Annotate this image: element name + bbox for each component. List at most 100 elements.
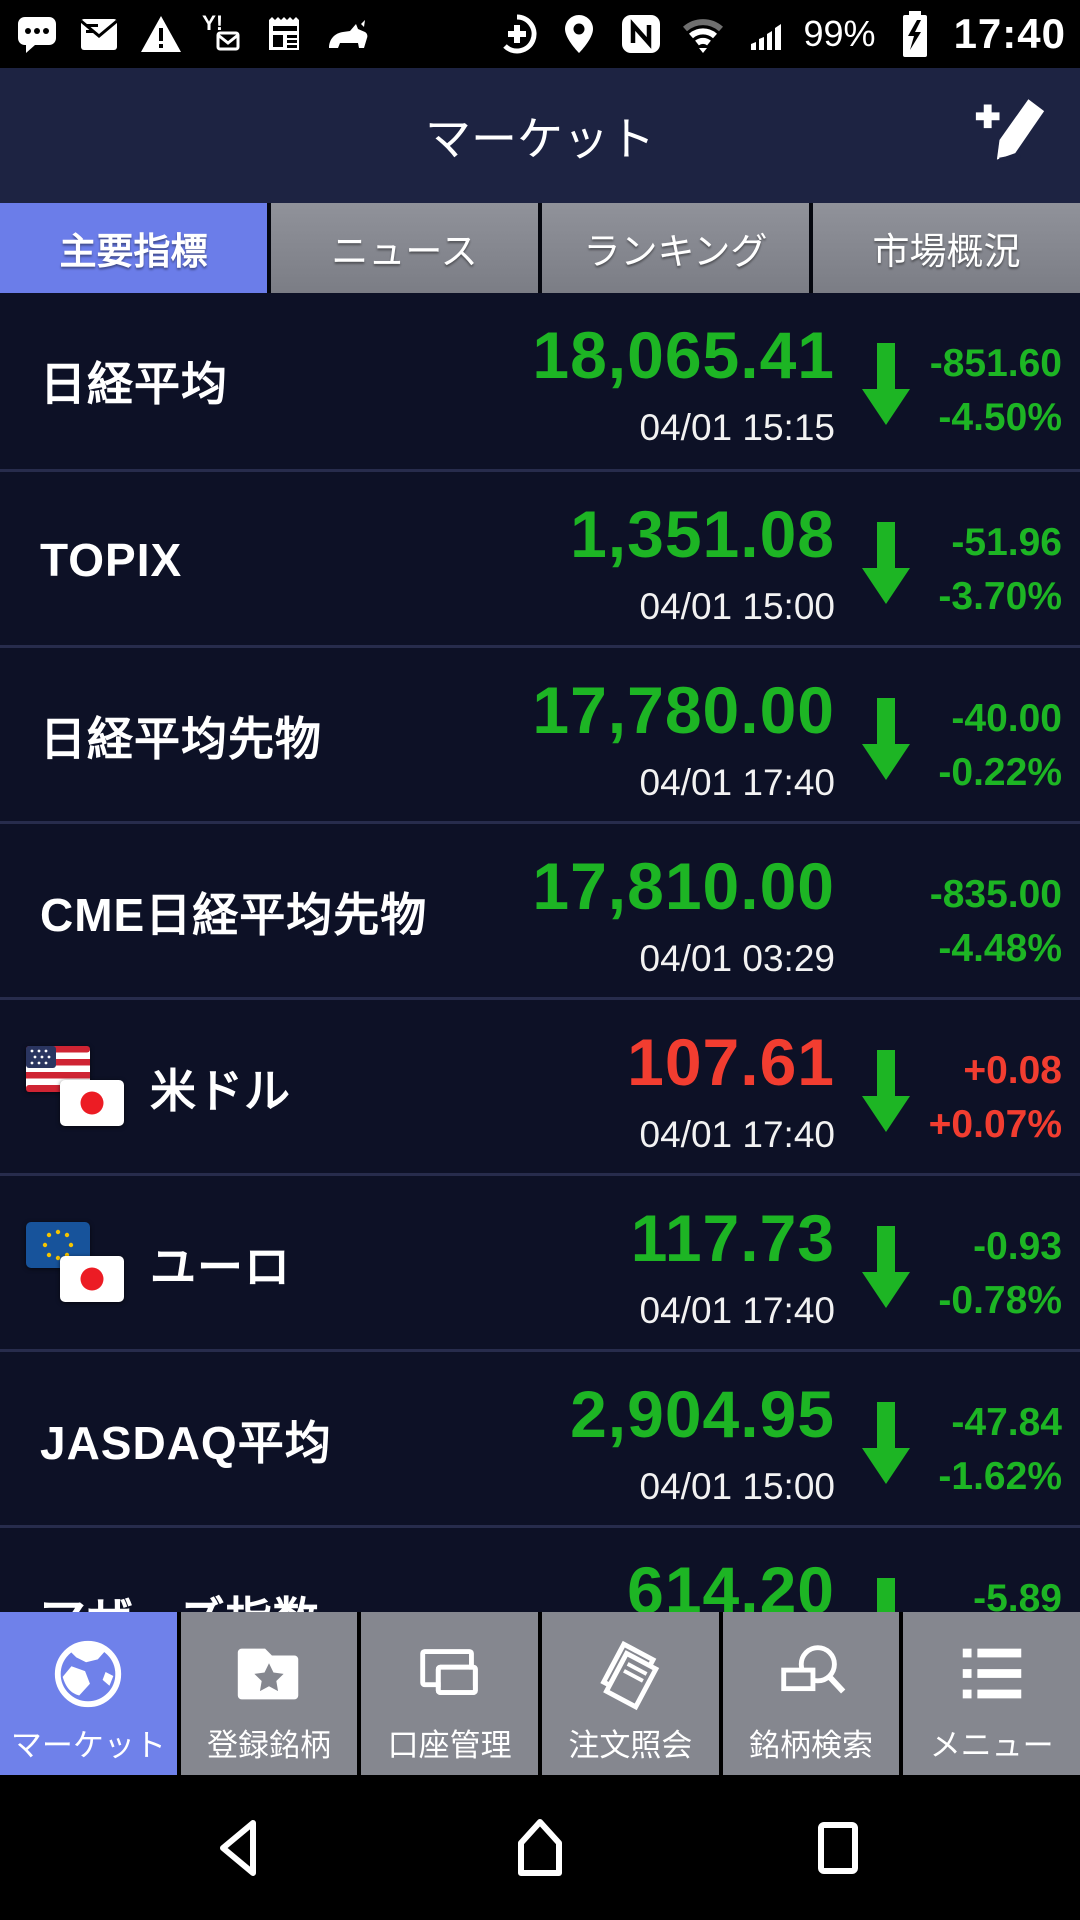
cards-icon [411, 1635, 489, 1718]
recents-button[interactable] [758, 1775, 918, 1920]
index-change: -47.84 -1.62% [852, 1396, 1062, 1504]
index-row[interactable]: TOPIX 1,351.08 04/01 15:00 -51.96 -3.70% [0, 469, 1080, 645]
home-button[interactable] [460, 1775, 620, 1920]
index-row[interactable]: 日経平均先物 17,780.00 04/01 17:40 -40.00 -0.22% [0, 645, 1080, 821]
change-percent: -4.48% [938, 927, 1062, 970]
nav-label: 注文照会 [568, 1728, 693, 1763]
index-price: 107.61 [627, 1025, 835, 1099]
tab-ranking[interactable]: ランキング [542, 203, 809, 293]
folder-star-icon [230, 1635, 308, 1718]
battery-icon [892, 11, 938, 57]
index-name: ユーロ [150, 1241, 291, 1293]
nav-menu[interactable]: メニュー [903, 1612, 1080, 1775]
jp-flag-icon [60, 1256, 124, 1302]
currency-pair-flags [26, 1046, 136, 1130]
bottom-nav: マーケット 登録銘柄 口座管理 注文照会 銘柄検索 メニュー [0, 1612, 1080, 1775]
index-change: -851.60 -4.50% [852, 337, 1062, 445]
menu-icon [953, 1635, 1031, 1718]
nav-watchlist[interactable]: 登録銘柄 [180, 1612, 358, 1775]
index-change: -5.89 [852, 1572, 1062, 1612]
index-name: JASDAQ平均 [40, 1417, 332, 1469]
nav-label: マーケット [10, 1728, 166, 1763]
index-name: マザーズ指数 [40, 1528, 320, 1612]
down-arrow-icon [856, 1046, 916, 1134]
compose-icon[interactable] [968, 94, 1052, 178]
index-name: 日経平均先物 [40, 713, 322, 765]
index-row[interactable]: マザーズ指数 614.20 -5.89 [0, 1525, 1080, 1612]
index-row[interactable]: 米ドル 107.61 04/01 17:40 +0.08 +0.07% [0, 997, 1080, 1173]
index-name: CME日経平均先物 [40, 889, 428, 941]
change-value: -835.00 [929, 873, 1062, 916]
warning-icon [138, 11, 184, 57]
wifi-icon [680, 11, 726, 57]
index-price: 2,904.95 [570, 1377, 835, 1451]
index-change: -835.00 -4.48% [852, 868, 1062, 976]
index-timestamp: 04/01 15:00 [639, 1466, 835, 1507]
nav-market[interactable]: マーケット [0, 1612, 177, 1775]
ymail-icon: Y! [200, 11, 246, 57]
down-arrow-icon [856, 339, 916, 427]
nav-label: 登録銘柄 [207, 1728, 331, 1763]
location-icon [556, 11, 602, 57]
index-price: 1,351.08 [570, 497, 835, 571]
index-timestamp: 04/01 15:00 [639, 586, 835, 627]
change-value: +0.08 [963, 1049, 1062, 1092]
change-value: -40.00 [951, 697, 1062, 740]
index-row[interactable]: ユーロ 117.73 04/01 17:40 -0.93 -0.78% [0, 1173, 1080, 1349]
change-percent: -0.78% [938, 1279, 1062, 1322]
nav-label: メニュー [929, 1728, 1054, 1763]
tab-bar: 主要指標 ニュース ランキング 市場概況 [0, 203, 1080, 293]
tab-news[interactable]: ニュース [271, 203, 538, 293]
index-row[interactable]: CME日経平均先物 17,810.00 04/01 03:29 -835.00 -4.4… [0, 821, 1080, 997]
index-price: 614.20 [627, 1553, 835, 1612]
index-timestamp: 04/01 03:29 [639, 938, 835, 979]
index-name: 日経平均 [40, 358, 228, 410]
index-change: -0.93 -0.78% [852, 1220, 1062, 1328]
change-percent: +0.07% [928, 1103, 1062, 1146]
data-saver-icon [494, 11, 540, 57]
index-timestamp: 04/01 17:40 [639, 1290, 835, 1331]
currency-pair-flags [26, 1222, 136, 1306]
index-timestamp: 04/01 15:15 [639, 407, 835, 448]
signal-icon [742, 11, 788, 57]
app-header: マーケット [0, 68, 1080, 203]
change-value: -851.60 [929, 342, 1062, 385]
index-timestamp: 04/01 17:40 [639, 762, 835, 803]
change-percent: -3.70% [938, 575, 1062, 618]
index-price: 117.73 [630, 1201, 835, 1275]
index-name: 米ドル [150, 1065, 291, 1117]
change-value: -5.89 [973, 1577, 1062, 1612]
change-percent: -0.22% [938, 751, 1062, 794]
nav-stock-search[interactable]: 銘柄検索 [722, 1612, 900, 1775]
nav-orders[interactable]: 注文照会 [542, 1612, 719, 1775]
index-row[interactable]: JASDAQ平均 2,904.95 04/01 15:00 -47.84 -1.62% [0, 1349, 1080, 1525]
nfc-icon [618, 11, 664, 57]
nav-account[interactable]: 口座管理 [361, 1612, 539, 1775]
news-icon [262, 11, 308, 57]
nav-label: 銘柄検索 [749, 1728, 874, 1763]
index-name: TOPIX [40, 534, 183, 586]
index-price: 17,810.00 [532, 849, 835, 923]
clock: 17:40 [953, 10, 1066, 57]
status-left-icons: Y! [14, 11, 370, 57]
nav-label: 口座管理 [387, 1728, 512, 1763]
tab-main-indicators[interactable]: 主要指標 [0, 203, 267, 293]
search-icon [772, 1635, 850, 1718]
mail-icon [76, 11, 122, 57]
tab-market-overview[interactable]: 市場概況 [813, 203, 1080, 293]
down-arrow-icon [856, 1574, 916, 1612]
down-arrow-icon [856, 1222, 916, 1310]
jp-flag-icon [60, 1080, 124, 1126]
status-right-icons: 99% 17:40 [494, 10, 1066, 58]
globe-icon [49, 1635, 127, 1718]
back-button[interactable] [162, 1775, 322, 1920]
change-percent: -4.50% [938, 396, 1062, 439]
index-timestamp: 04/01 17:40 [639, 1114, 835, 1155]
index-row[interactable]: 日経平均 18,065.41 04/01 15:15 -851.60 -4.50% [0, 293, 1080, 469]
status-bar: Y! 99% 17:40 [0, 0, 1080, 68]
rhino-icon [324, 11, 370, 57]
change-percent: -1.62% [938, 1455, 1062, 1498]
chat-icon [14, 11, 60, 57]
down-arrow-icon [856, 518, 916, 606]
